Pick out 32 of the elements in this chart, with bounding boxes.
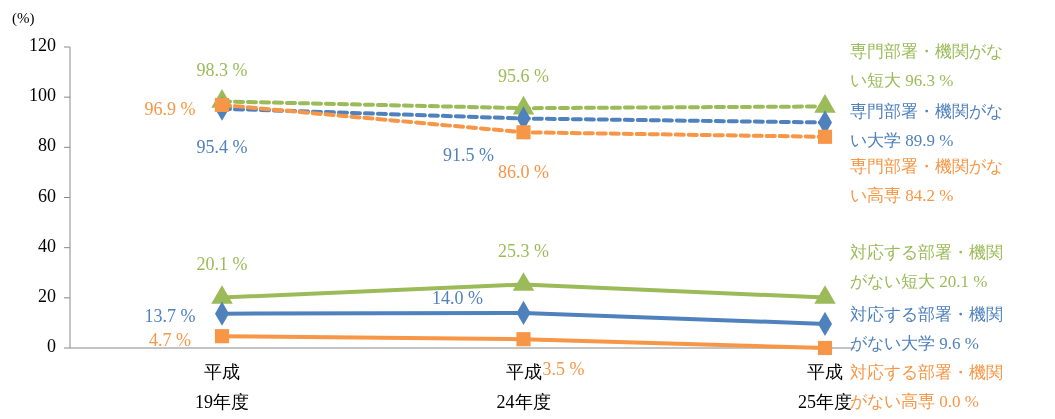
text: 対応する部署・機関がない大学 9.6 %	[850, 305, 1003, 353]
point	[516, 125, 531, 140]
text: 対応する部署・機関がない短大 20.1 %	[850, 243, 1003, 291]
data-label: 98.3 %	[196, 59, 248, 80]
y-tick-label: 0	[47, 336, 56, 357]
data-label: 91.5 %	[443, 144, 494, 165]
text: 専門部署・機関がない短大 96.3 %	[850, 42, 1003, 90]
data-label: 96.9 %	[144, 99, 196, 120]
data-label: 14.0 %	[432, 288, 483, 309]
point	[817, 129, 833, 144]
data-label: 95.6 %	[498, 66, 549, 87]
data-label: 3.5 %	[542, 359, 585, 380]
point	[214, 329, 230, 344]
y-axis-title: (%)	[12, 10, 35, 27]
data-label: 13.7 %	[144, 305, 196, 326]
point	[817, 340, 833, 356]
y-tick-label: 100	[29, 85, 56, 106]
text: 専門部署・機関がない高専 84.2 %	[850, 157, 1003, 205]
y-tick-label: 40	[38, 235, 56, 256]
y-tick-label: 60	[38, 185, 56, 206]
text: 対応する部署・機関がない高専 0.0 %	[850, 363, 1003, 411]
y-tick-label: 120	[29, 35, 56, 56]
data-label: 4.7 %	[149, 330, 191, 351]
y-tick-label: 80	[38, 135, 56, 156]
data-label: 86.0 %	[498, 162, 549, 183]
y-tick-label: 20	[38, 285, 56, 306]
data-label: 95.4 %	[196, 136, 248, 157]
data-label: 25.3 %	[498, 240, 549, 261]
x-tick-label: 平成19年度	[195, 362, 249, 412]
data-label: 20.1 %	[196, 253, 248, 274]
text: 専門部署・機関がない大学 89.9 %	[850, 102, 1003, 150]
point	[516, 332, 531, 347]
